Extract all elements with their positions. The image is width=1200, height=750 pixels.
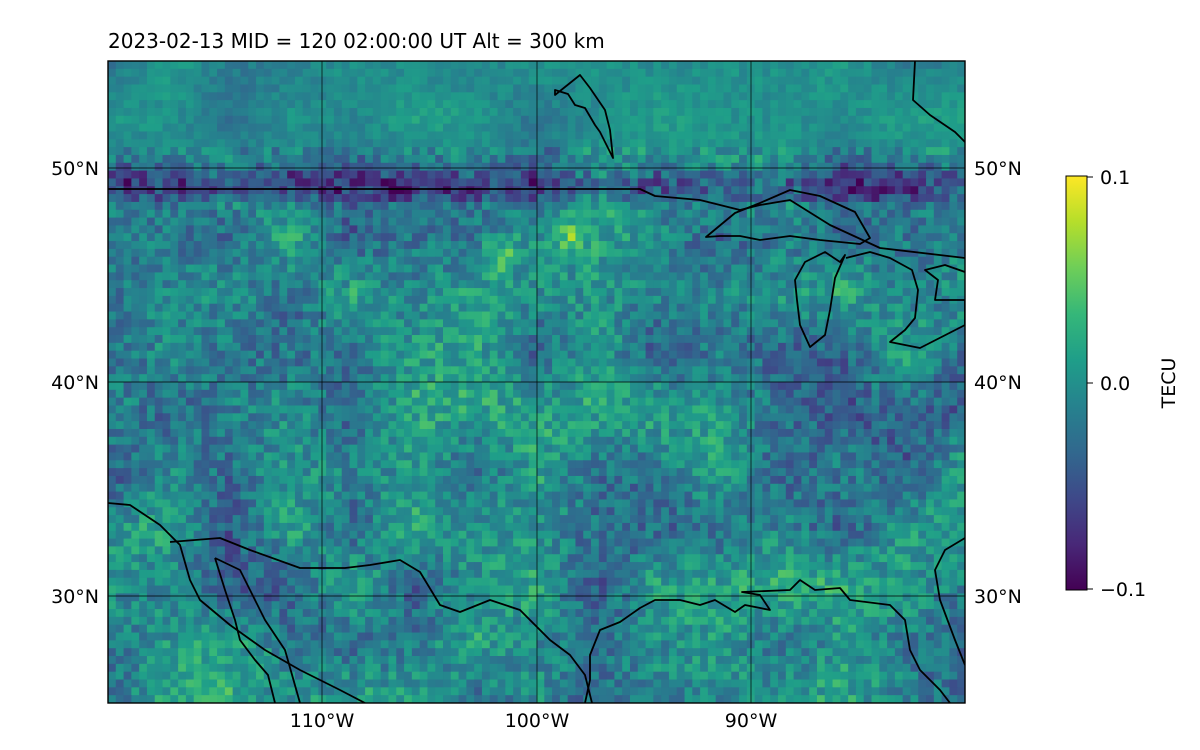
hudson-bay-coast xyxy=(554,74,614,159)
lat-label-50n-right: 50°N xyxy=(974,158,1022,180)
map-title: 2023-02-13 MID = 120 02:00:00 UT Alt = 3… xyxy=(108,29,605,53)
colorbar-tick-label-max: 0.1 xyxy=(1100,167,1130,189)
lat-label-50n-left: 50°N xyxy=(51,158,99,180)
lon-label-110w: 110°W xyxy=(290,710,355,732)
tec-field xyxy=(108,61,965,703)
map-frame xyxy=(107,60,966,704)
lon-label-100w: 100°W xyxy=(505,710,570,732)
gridlines xyxy=(108,61,965,703)
lon-label-90w: 90°W xyxy=(725,710,778,732)
lat-labels-left: 30°N 40°N 50°N xyxy=(51,158,99,608)
northeast-coast xyxy=(912,61,965,143)
lake-huron-erie xyxy=(845,251,965,349)
florida-atlantic-coast xyxy=(934,537,965,666)
lat-label-30n-right: 30°N xyxy=(974,586,1022,608)
us-mexico-border xyxy=(169,537,593,703)
gulf-coast xyxy=(584,579,951,703)
lon-labels: 110°W 100°W 90°W xyxy=(290,710,778,732)
lat-label-40n-right: 40°N xyxy=(974,372,1022,394)
colorbar-label: TECU xyxy=(1158,358,1180,410)
pacific-coast-north xyxy=(108,502,366,703)
colorbar-tick-label-zero: 0.0 xyxy=(1100,373,1130,395)
gulf-of-california xyxy=(214,557,301,703)
lat-label-30n-left: 30°N xyxy=(51,586,99,608)
coastlines xyxy=(108,61,965,703)
colorbar-tick-label-min: −0.1 xyxy=(1100,579,1146,601)
lat-label-40n-left: 40°N xyxy=(51,372,99,394)
colorbar-bar xyxy=(1065,175,1088,591)
lake-superior xyxy=(705,189,871,245)
lat-labels-right: 30°N 40°N 50°N xyxy=(974,158,1022,608)
lake-michigan xyxy=(794,251,846,348)
colorbar: 0.1 0.0 −0.1 TECU xyxy=(1065,167,1180,601)
